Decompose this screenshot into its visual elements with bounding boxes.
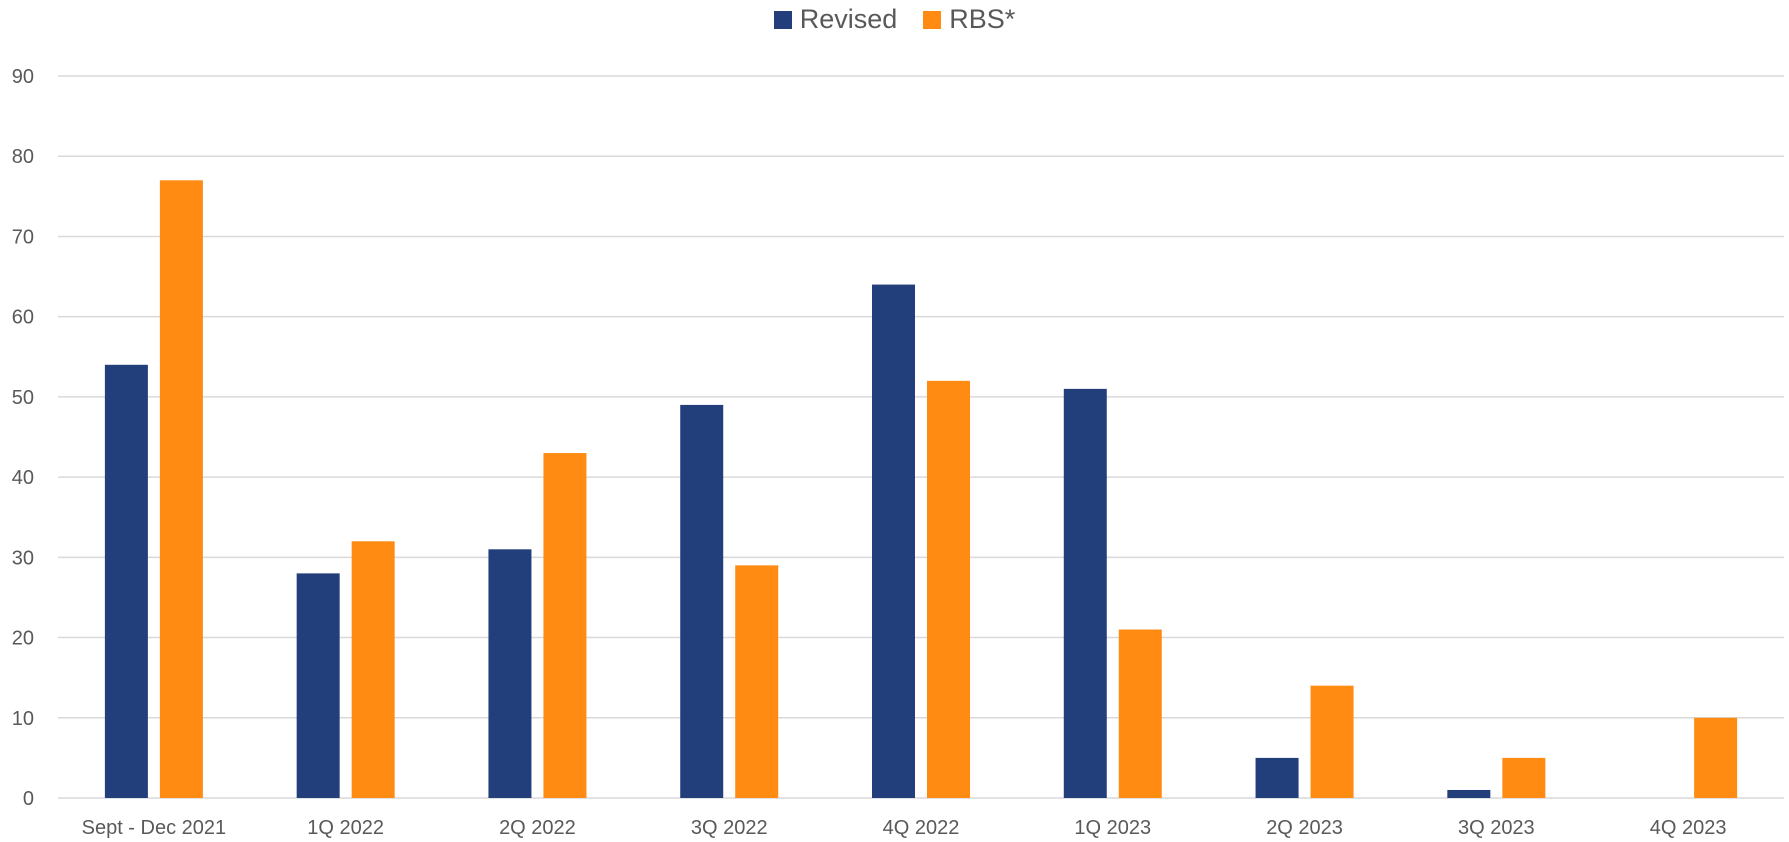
- x-tick-label-7: 3Q 2023: [1458, 817, 1535, 839]
- bar-revised-6: [1255, 757, 1299, 798]
- bar-rbs-1: [351, 541, 395, 798]
- legend-item-rbs: RBS*: [923, 4, 1015, 35]
- x-tick-label-1: 1Q 2022: [307, 817, 384, 839]
- legend: Revised RBS*: [0, 4, 1789, 35]
- bar-revised-0: [104, 364, 148, 798]
- x-tick-label-0: Sept - Dec 2021: [82, 817, 227, 839]
- x-tick-label-8: 4Q 2023: [1650, 817, 1727, 839]
- legend-label-rbs: RBS*: [949, 4, 1016, 34]
- y-tick-label-30: 30: [12, 547, 34, 569]
- y-tick-label-40: 40: [12, 467, 34, 489]
- y-tick-label-70: 70: [12, 226, 34, 248]
- bar-rbs-5: [1118, 629, 1162, 798]
- legend-swatch-revised: [773, 10, 792, 29]
- bar-revised-7: [1447, 789, 1491, 798]
- y-tick-label-20: 20: [12, 628, 34, 650]
- y-tick-label-0: 0: [23, 788, 34, 810]
- legend-label-revised: Revised: [799, 4, 898, 34]
- bar-rbs-6: [1310, 685, 1354, 798]
- legend-swatch-rbs: [923, 10, 942, 29]
- bar-revised-1: [296, 573, 340, 798]
- y-tick-label-10: 10: [12, 708, 34, 730]
- x-tick-label-2: 2Q 2022: [499, 817, 576, 839]
- bar-revised-2: [488, 549, 532, 798]
- legend-item-revised: Revised: [773, 4, 898, 35]
- y-tick-label-90: 90: [12, 66, 34, 88]
- x-tick-label-3: 3Q 2022: [691, 817, 768, 839]
- bar-rbs-3: [735, 565, 779, 798]
- y-tick-label-60: 60: [12, 307, 34, 329]
- y-tick-label-80: 80: [12, 146, 34, 168]
- bar-rbs-0: [159, 180, 203, 799]
- bar-rbs-4: [927, 380, 970, 798]
- x-tick-label-5: 1Q 2023: [1074, 817, 1151, 839]
- y-tick-label-50: 50: [12, 387, 34, 409]
- bar-rbs-2: [543, 453, 587, 798]
- bar-rbs-7: [1502, 757, 1546, 798]
- bar-revised-4: [872, 284, 915, 799]
- bar-revised-3: [680, 404, 724, 798]
- x-tick-label-4: 4Q 2022: [883, 817, 960, 839]
- x-tick-label-6: 2Q 2023: [1266, 817, 1343, 839]
- bar-revised-5: [1063, 388, 1107, 798]
- bar-rbs-8: [1694, 717, 1738, 798]
